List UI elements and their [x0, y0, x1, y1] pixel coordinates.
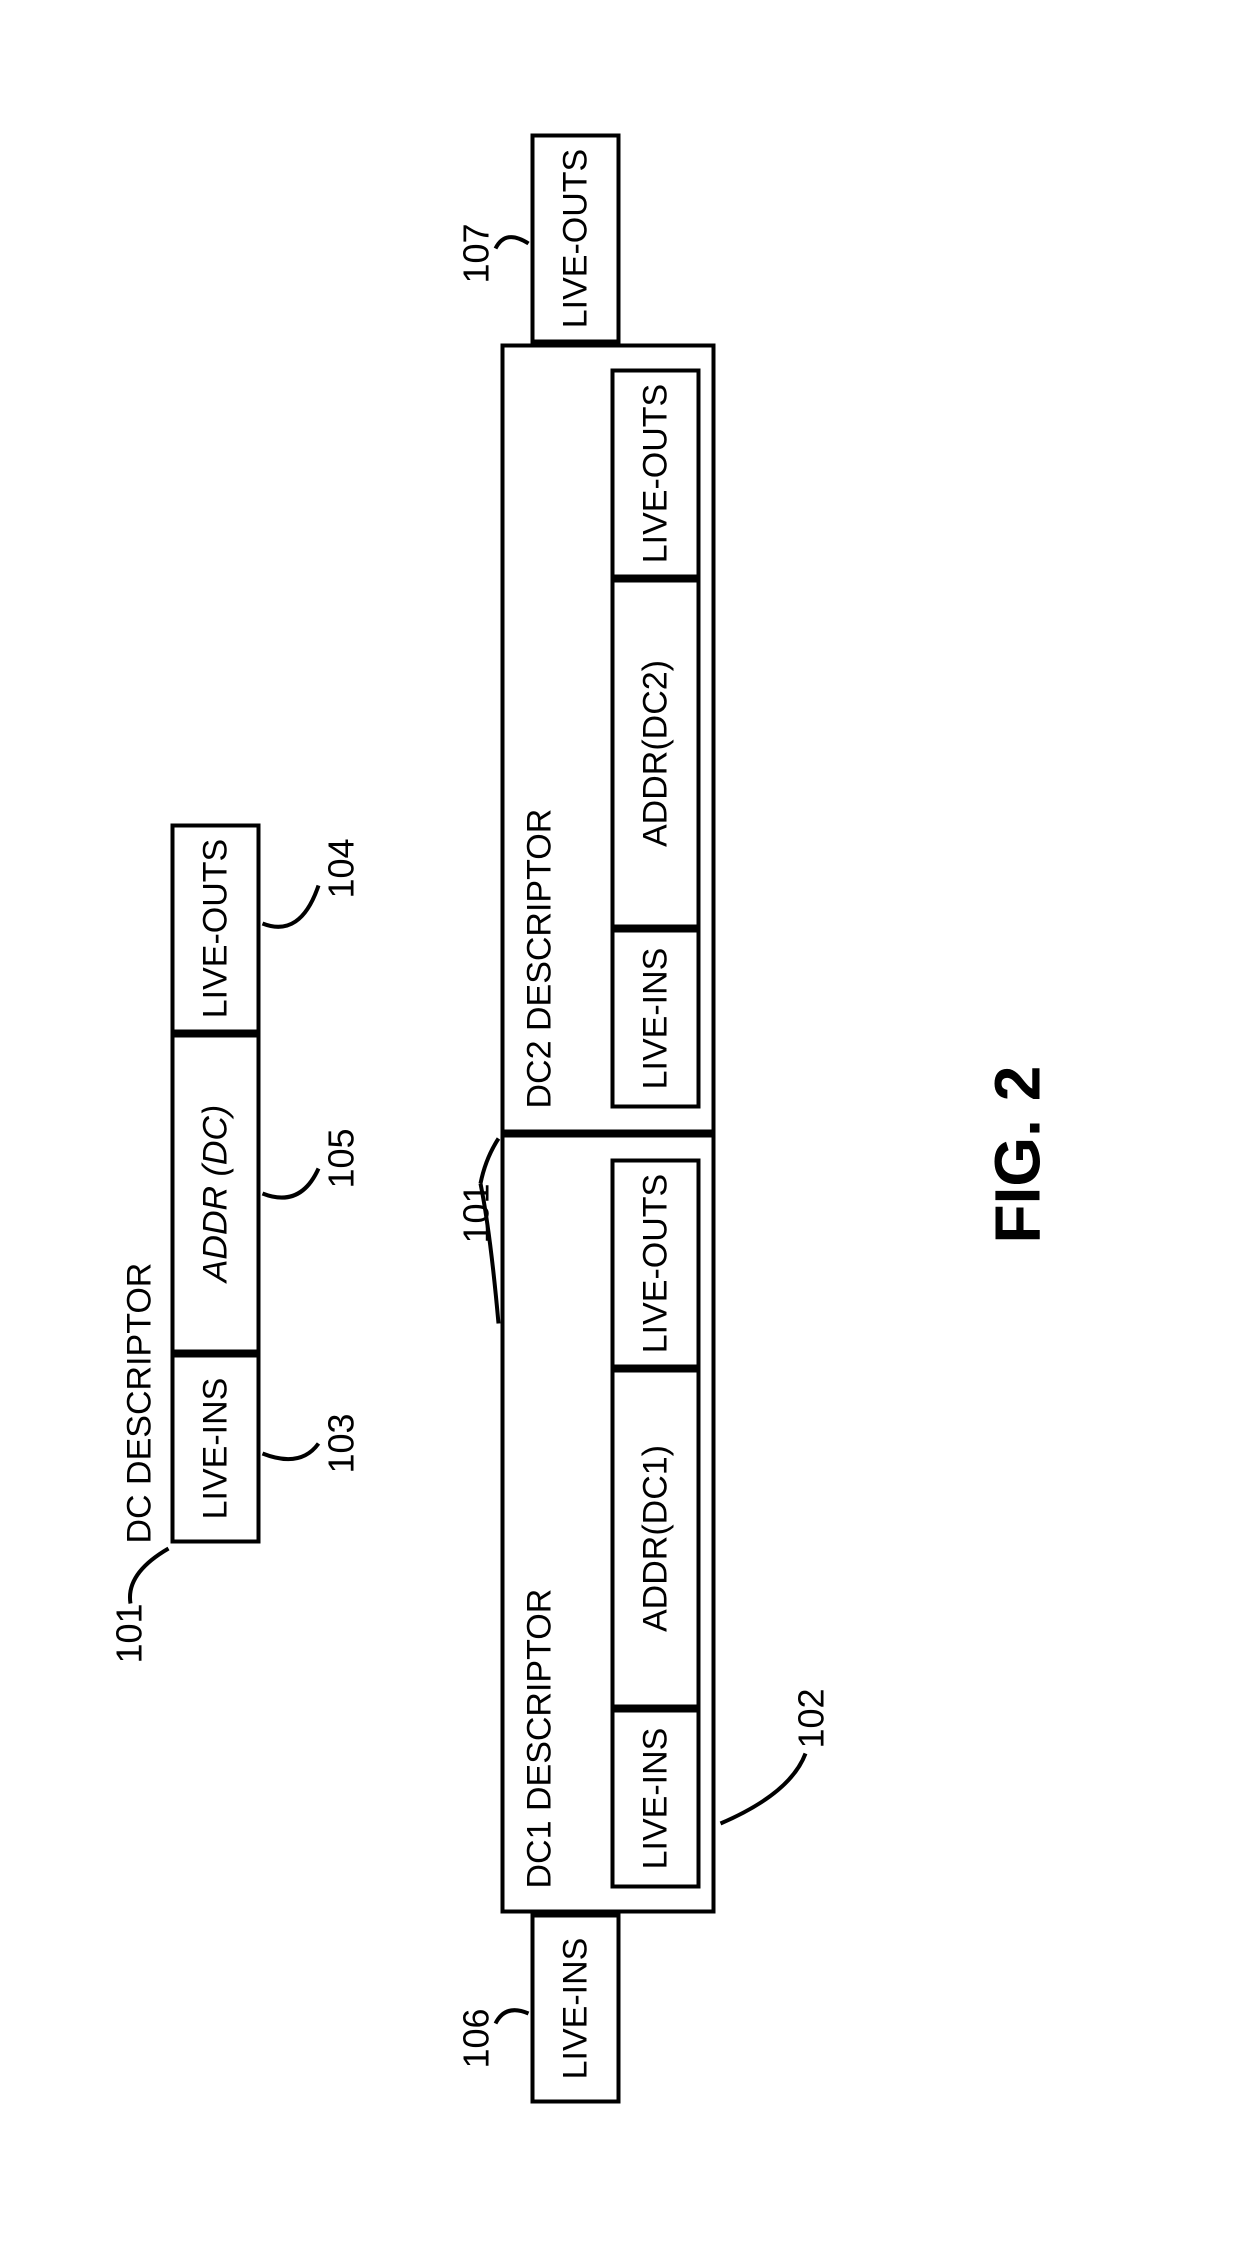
figure-caption: FIG. 2: [980, 1065, 1054, 1243]
diagram-stage: DC DESCRIPTOR LIVE-INS ADDR (DC) LIVE-OU…: [0, 0, 1235, 2243]
